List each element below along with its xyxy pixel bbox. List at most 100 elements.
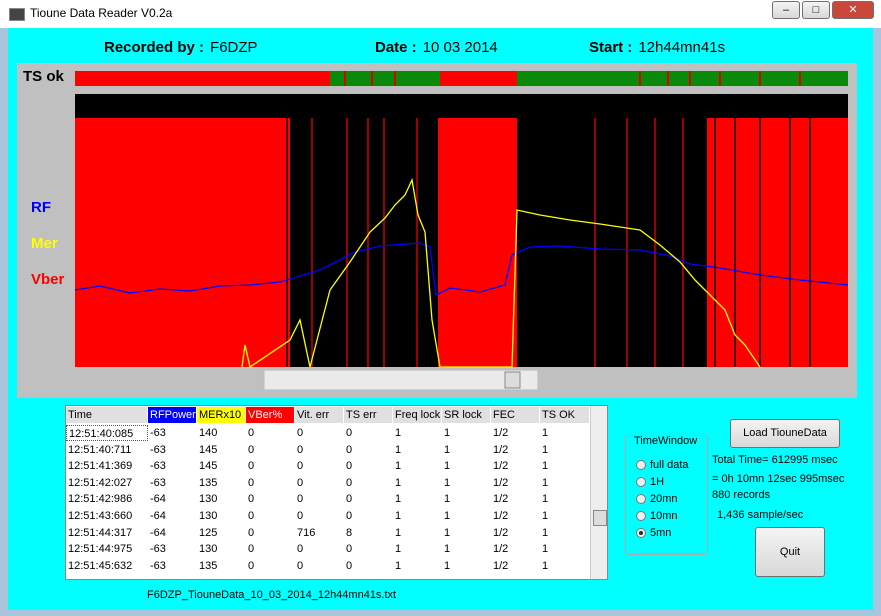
- radio-label: 5mn: [650, 527, 672, 539]
- column-header: FEC: [491, 407, 540, 423]
- table-cell: -63: [150, 443, 166, 456]
- table-cell: 130: [199, 510, 218, 522]
- table-cell: 1: [395, 543, 402, 556]
- table-cell: 0: [297, 493, 304, 506]
- table-cell: 0: [248, 559, 255, 572]
- table-cell: -63: [150, 543, 166, 556]
- scroll-thumb[interactable]: [593, 510, 607, 526]
- label: Date :: [375, 39, 417, 56]
- h-scrollbar[interactable]: [263, 369, 539, 391]
- table-cell: 1: [444, 543, 451, 556]
- table-cell: 1: [542, 460, 549, 473]
- table-cell: 1: [444, 526, 451, 539]
- table-cell: 0: [346, 510, 353, 522]
- table-cell: 0: [346, 493, 353, 506]
- window-title: Tioune Data Reader V0.2a: [30, 6, 173, 20]
- table-cell: -64: [150, 493, 166, 506]
- table-cell: 125: [199, 526, 218, 539]
- table-cell: 1: [542, 443, 549, 456]
- table-cell: 0: [297, 476, 304, 489]
- radio-label: full data: [650, 459, 689, 471]
- mer-label: Mer: [31, 235, 58, 252]
- table-cell: 1/2: [493, 510, 509, 522]
- table-cell: 12:51:45:632: [68, 559, 133, 572]
- filename: F6DZP_TiouneData_10_03_2014_12h44mn41s.t…: [147, 589, 397, 601]
- table-cell: 145: [199, 443, 218, 456]
- title-bar: Tioune Data Reader V0.2a – □ ✕: [0, 0, 881, 28]
- table-cell: 1: [444, 460, 451, 473]
- table-cell: 130: [199, 543, 218, 556]
- table-cell: 12:51:43:660: [68, 510, 133, 522]
- table-cell: -63: [150, 460, 166, 473]
- rf-label: RF: [31, 199, 51, 216]
- radio-dot: [636, 494, 646, 504]
- date: Date : 10 03 2014: [375, 39, 498, 56]
- table-cell: 1: [542, 493, 549, 506]
- load-button[interactable]: Load TiouneData: [730, 419, 840, 448]
- table-cell: 1/2: [493, 427, 509, 439]
- table-cell: 0: [248, 427, 255, 439]
- column-header: MERx10: [197, 407, 246, 423]
- table-cell: 1: [395, 510, 402, 522]
- radio-option[interactable]: 10mn: [636, 510, 678, 522]
- column-header: VBer%: [246, 407, 295, 423]
- radio-option[interactable]: full data: [636, 459, 689, 471]
- table-cell: 1/2: [493, 493, 509, 506]
- start: Start : 12h44mn41s: [589, 39, 725, 56]
- table-cell: 0: [297, 460, 304, 473]
- table-cell: 12:51:42:986: [68, 493, 133, 506]
- app-icon: [9, 8, 25, 21]
- table-cell: 0: [346, 476, 353, 489]
- table-cell: 12:51:40:085: [66, 425, 148, 441]
- radio-option[interactable]: 5mn: [636, 527, 671, 539]
- table-cell: 140: [199, 427, 218, 439]
- table-cell: 0: [248, 476, 255, 489]
- ts-label: TS ok: [23, 68, 64, 85]
- value: 10 03 2014: [422, 39, 498, 56]
- scroll-thumb[interactable]: [504, 371, 521, 389]
- table-cell: 12:51:40:711: [68, 443, 132, 456]
- timewindow-group: TimeWindow: [625, 435, 708, 555]
- radio-dot: [636, 460, 646, 470]
- table-cell: 1: [395, 493, 402, 506]
- dark-lines: [286, 118, 811, 367]
- table-cell: -63: [150, 559, 166, 572]
- minimize-button[interactable]: –: [772, 1, 800, 19]
- v-scrollbar[interactable]: [590, 406, 607, 579]
- maximize-button[interactable]: □: [802, 1, 830, 19]
- table-cell: 1: [395, 559, 402, 572]
- radio-option[interactable]: 1H: [636, 476, 664, 488]
- radio-label: 1H: [650, 476, 665, 488]
- table-cell: -63: [150, 476, 166, 489]
- close-button[interactable]: ✕: [832, 1, 874, 19]
- table-cell: 0: [297, 510, 304, 522]
- table-cell: 1: [444, 427, 451, 439]
- radio-label: 20mn: [650, 493, 678, 505]
- table-cell: 1: [542, 476, 549, 489]
- table-cell: 1: [444, 443, 451, 456]
- radio-option[interactable]: 20mn: [636, 493, 678, 505]
- table-cell: 1/2: [493, 526, 509, 539]
- table-cell: 1/2: [493, 443, 509, 456]
- table-cell: 0: [346, 443, 353, 456]
- table-cell: 1: [395, 443, 402, 456]
- table-cell: 1: [444, 493, 451, 506]
- value: 12h44mn41s: [638, 39, 726, 56]
- total-time: Total Time= 612995 msec: [712, 454, 838, 466]
- table-cell: 1: [395, 427, 402, 439]
- table-cell: 0: [248, 510, 255, 522]
- label: Start :: [589, 39, 633, 56]
- table-cell: 0: [297, 443, 304, 456]
- table-cell: 1: [444, 559, 451, 572]
- table-cell: 1: [542, 427, 549, 439]
- table-cell: 145: [199, 460, 218, 473]
- group-title: TimeWindow: [634, 435, 698, 447]
- table-cell: 0: [346, 460, 353, 473]
- table-cell: 1/2: [493, 460, 509, 473]
- quit-button[interactable]: Quit: [755, 527, 825, 577]
- table-cell: 0: [248, 543, 255, 556]
- duration: = 0h 10mn 12sec 995msec: [712, 473, 845, 485]
- table-cell: 1: [542, 510, 549, 522]
- table-cell: -64: [150, 510, 166, 522]
